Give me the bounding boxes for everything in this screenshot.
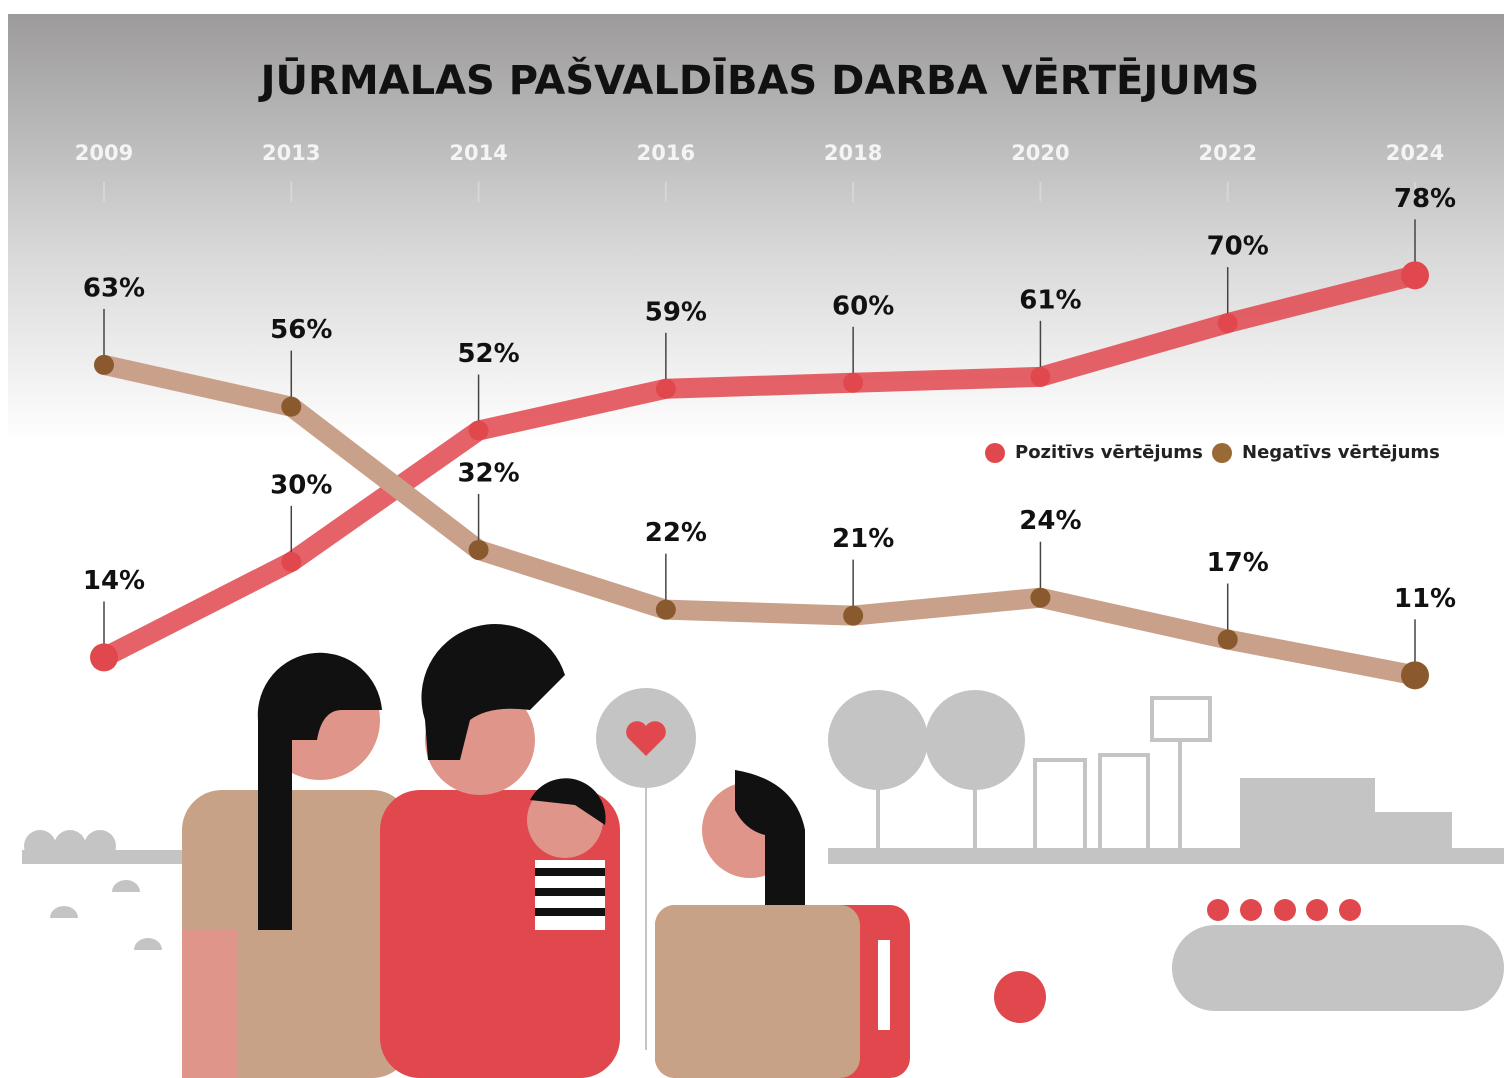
data-label: 60%: [832, 291, 894, 321]
data-point: [843, 606, 863, 626]
x-tick-label: 2013: [262, 141, 320, 165]
data-point: [656, 379, 676, 399]
data-point: [94, 355, 114, 375]
legend-marker: [985, 443, 1005, 463]
chart-title: JŪRMALAS PAŠVALDĪBAS DARBA VĒRTĒJUMS: [258, 56, 1260, 104]
data-label: 78%: [1394, 184, 1456, 214]
data-point: [469, 540, 489, 560]
data-label: 52%: [457, 339, 519, 369]
data-point: [1401, 661, 1429, 689]
x-tick-label: 2014: [449, 141, 507, 165]
data-point: [281, 552, 301, 572]
data-label: 70%: [1207, 232, 1269, 262]
data-point: [1030, 367, 1050, 387]
data-point: [1030, 588, 1050, 608]
data-point: [90, 643, 118, 671]
data-label: 24%: [1019, 506, 1081, 536]
data-label: 14%: [83, 566, 145, 596]
data-label: 32%: [457, 458, 519, 488]
x-tick-label: 2022: [1198, 141, 1256, 165]
data-point: [1401, 261, 1429, 289]
data-point: [843, 373, 863, 393]
data-label: 30%: [270, 470, 332, 500]
data-label: 21%: [832, 524, 894, 554]
legend-label: Negatīvs vērtējums: [1242, 442, 1440, 463]
data-label: 63%: [83, 273, 145, 303]
x-tick-label: 2009: [75, 141, 133, 165]
data-label: 17%: [1207, 548, 1269, 578]
data-point: [281, 397, 301, 417]
x-tick-label: 2020: [1011, 141, 1069, 165]
data-point: [1218, 630, 1238, 650]
data-label: 22%: [645, 518, 707, 548]
data-point: [1218, 313, 1238, 333]
data-label: 11%: [1394, 584, 1456, 614]
x-tick-label: 2016: [637, 141, 695, 165]
legend: Pozitīvs vērtējums Negatīvs vērtējums: [985, 442, 1440, 463]
illustration: [22, 624, 1504, 1078]
x-tick-label: 2024: [1386, 141, 1444, 165]
data-label: 59%: [645, 297, 707, 327]
data-label: 56%: [270, 315, 332, 345]
data-label: 61%: [1019, 285, 1081, 315]
legend-marker: [1212, 443, 1232, 463]
legend-label: Pozitīvs vērtējums: [1015, 442, 1203, 463]
x-tick-label: 2018: [824, 141, 882, 165]
data-point: [469, 421, 489, 441]
data-point: [656, 600, 676, 620]
infographic: JŪRMALAS PAŠVALDĪBAS DARBA VĒRTĒJUMS: [0, 0, 1504, 1078]
